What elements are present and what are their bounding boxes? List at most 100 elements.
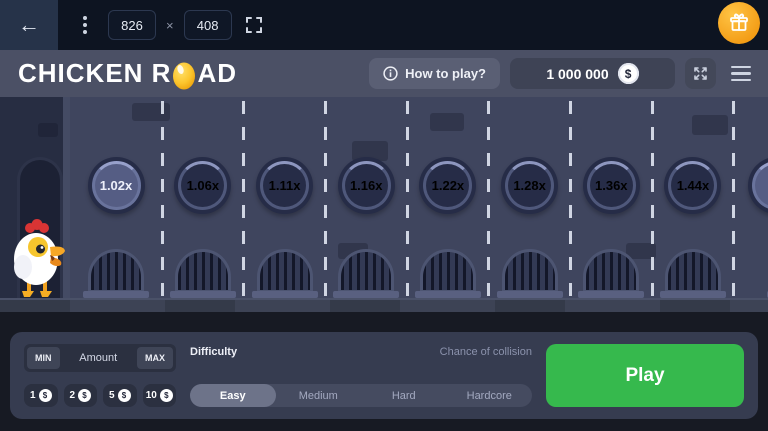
- multiplier-label: 1.16x: [341, 161, 391, 210]
- lane-9-partial: [734, 97, 768, 298]
- chip-1-button[interactable]: 1 $: [24, 384, 58, 407]
- multiplier-label: 1.02x: [91, 161, 141, 210]
- multiplier-disc-4[interactable]: 1.16x: [337, 157, 395, 214]
- how-to-play-label: How to play?: [405, 66, 486, 81]
- control-panel: MIN Amount MAX 1 $ 2 $ 5 $: [10, 332, 758, 419]
- sewer-grate-icon: [341, 252, 392, 290]
- multiplier-label: 1.44x: [668, 161, 718, 210]
- multiplier-disc-8[interactable]: 1.44x: [664, 157, 722, 214]
- bet-controls: MIN Amount MAX 1 $ 2 $ 5 $: [24, 344, 176, 407]
- play-button[interactable]: Play: [546, 344, 744, 407]
- amount-label: Amount: [79, 352, 118, 364]
- road-area: 1.02x 1.06x 1.11x: [0, 97, 768, 312]
- kebab-menu-button[interactable]: [72, 10, 98, 40]
- multiplier-disc-9[interactable]: [747, 157, 768, 214]
- coin-icon: $: [117, 389, 131, 402]
- sewer-grate-icon: [259, 252, 310, 290]
- game-header: CHICKEN R AD How to play? 1 000 000: [0, 50, 768, 97]
- balance-display: 1 000 000 $: [510, 58, 675, 89]
- grate-sill: [83, 291, 149, 298]
- coin-icon: $: [159, 389, 173, 402]
- road: 1.02x 1.06x 1.11x: [70, 97, 768, 298]
- amount-bar: MIN Amount MAX: [24, 344, 176, 372]
- grate-sill: [169, 291, 236, 298]
- multiplier-label: 1.06x: [178, 161, 228, 210]
- chip-row: 1 $ 2 $ 5 $ 10 $: [24, 384, 176, 407]
- sewer-grate-icon: [91, 252, 141, 290]
- tab-hard[interactable]: Hard: [361, 384, 447, 407]
- logo-text-left: CHICKEN R: [18, 58, 172, 88]
- asphalt-patch: [692, 115, 728, 135]
- fullscreen-button[interactable]: [244, 15, 264, 35]
- topbar: ← ×: [0, 0, 768, 50]
- sewer-grate-icon: [422, 252, 473, 290]
- lane-7: 1.36x: [570, 97, 654, 298]
- width-input[interactable]: [108, 10, 156, 40]
- max-button[interactable]: MAX: [137, 347, 173, 369]
- expand-button[interactable]: [685, 58, 716, 89]
- grate-sill: [251, 291, 318, 298]
- dimension-separator: ×: [166, 17, 174, 33]
- grate-sill: [414, 291, 481, 298]
- multiplier-disc-5[interactable]: 1.22x: [419, 157, 477, 214]
- logo-text-right: AD: [197, 58, 238, 88]
- sewer-grate-icon: [177, 252, 228, 290]
- difficulty-tabs: Easy Medium Hard Hardcore: [190, 384, 532, 407]
- grate-sill: [766, 291, 768, 298]
- lane-5: 1.22x: [407, 97, 490, 298]
- sidewalk-edge: [63, 97, 70, 298]
- lane-3: 1.11x: [244, 97, 327, 298]
- expand-arrows-icon: [694, 67, 707, 80]
- multiplier-disc-3[interactable]: 1.11x: [256, 157, 314, 214]
- multiplier-disc-7[interactable]: 1.36x: [582, 157, 640, 214]
- tab-medium[interactable]: Medium: [276, 384, 362, 407]
- multiplier-label: 1.36x: [586, 161, 636, 210]
- menu-button[interactable]: [726, 58, 756, 89]
- currency-coin-icon: $: [617, 63, 639, 84]
- tab-easy[interactable]: Easy: [190, 384, 276, 407]
- difficulty-label: Difficulty: [190, 346, 238, 358]
- fullscreen-brackets-icon: [245, 17, 262, 33]
- lane-1: 1.02x: [70, 97, 164, 298]
- multiplier-label: 1.22x: [423, 161, 473, 210]
- gift-button[interactable]: [718, 2, 760, 44]
- multiplier-disc-1[interactable]: 1.02x: [87, 157, 145, 214]
- grate-sill: [659, 291, 726, 298]
- coin-icon: $: [38, 389, 52, 402]
- multiplier-label: [751, 161, 768, 210]
- curb: [0, 298, 768, 312]
- sewer-grate-icon: [586, 252, 637, 290]
- lane-8: 1.44x: [652, 97, 735, 298]
- grate-sill: [578, 291, 645, 298]
- back-arrow-icon: ←: [18, 12, 40, 37]
- asphalt-patch: [352, 141, 388, 161]
- tab-hardcore[interactable]: Hardcore: [447, 384, 533, 407]
- gift-icon: [730, 13, 748, 31]
- grate-sill: [333, 291, 400, 298]
- chip-5-button[interactable]: 5 $: [103, 384, 137, 407]
- chip-2-button[interactable]: 2 $: [63, 384, 97, 407]
- multiplier-label: 1.11x: [260, 161, 310, 210]
- difficulty-section: Difficulty Chance of collision Easy Medi…: [190, 344, 532, 407]
- lane-6: 1.28x: [489, 97, 572, 298]
- asphalt-patch: [626, 243, 656, 259]
- game-stage: 1.02x 1.06x 1.11x: [0, 97, 768, 431]
- egg-icon: [172, 60, 196, 90]
- how-to-play-button[interactable]: How to play?: [369, 58, 500, 89]
- multiplier-disc-2[interactable]: 1.06x: [174, 157, 232, 214]
- coin-icon: $: [78, 389, 92, 402]
- sewer-grate-icon: [504, 252, 555, 290]
- height-input[interactable]: [183, 10, 232, 40]
- asphalt-patch: [38, 123, 58, 137]
- chance-of-collision-label: Chance of collision: [439, 346, 532, 358]
- asphalt-patch: [430, 113, 464, 131]
- multiplier-disc-6[interactable]: 1.28x: [501, 157, 559, 214]
- lane-4: 1.16x: [325, 97, 409, 298]
- back-button[interactable]: ←: [0, 0, 58, 50]
- sewer-grate-icon: [667, 252, 718, 290]
- info-icon: [383, 66, 398, 81]
- chip-10-button[interactable]: 10 $: [142, 384, 176, 407]
- min-button[interactable]: MIN: [27, 347, 60, 369]
- grate-sill: [496, 291, 563, 298]
